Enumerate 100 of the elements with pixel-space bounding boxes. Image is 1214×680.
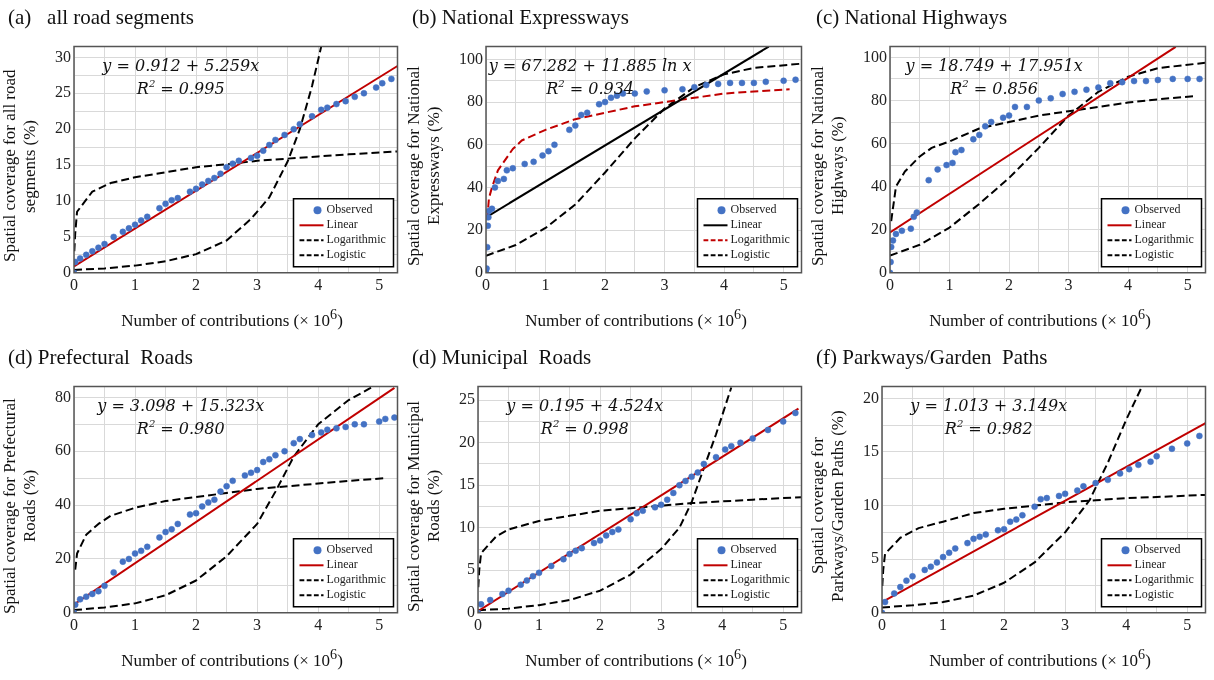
y-tick-label: 60 bbox=[55, 441, 71, 459]
y-tick-label: 20 bbox=[55, 119, 71, 137]
annotation: y = 0.912 + 5.259x bbox=[101, 55, 260, 75]
y-tick-label: 100 bbox=[459, 49, 483, 67]
x-tick-label: 3 bbox=[1061, 615, 1070, 633]
chart-title: (a) all road segments bbox=[7, 4, 196, 31]
chart-title: (b) National Expressways bbox=[411, 4, 630, 31]
y-tick-label: 10 bbox=[863, 495, 879, 513]
y-tick-label: 0 bbox=[475, 263, 483, 280]
y-tick-label: 80 bbox=[871, 90, 887, 108]
x-tick-label: 5 bbox=[375, 275, 384, 293]
y-axis-title: Spatial coverage for Prefectural Roads (%) bbox=[0, 397, 40, 616]
chart-title: (d) Prefectural Roads bbox=[7, 344, 194, 371]
legend-label: Logistic bbox=[326, 247, 366, 262]
x-tick-label: 2 bbox=[1005, 275, 1014, 293]
x-tick-label: 4 bbox=[1124, 275, 1133, 293]
y-tick-label: 5 bbox=[467, 560, 475, 578]
y-tick-label: 10 bbox=[459, 517, 475, 535]
x-tick-label: 5 bbox=[1183, 615, 1192, 633]
x-axis-title: Number of contributions (× 10$^{6}$) bbox=[120, 646, 344, 671]
legend-label: Linear bbox=[730, 217, 762, 232]
x-tick-label: 4 bbox=[314, 615, 323, 633]
x-axis-title: Number of contributions (× 10$^{6}$) bbox=[120, 306, 344, 331]
annotation: y = 1.013 + 3.149x bbox=[909, 395, 1068, 415]
y-tick-label: 5 bbox=[63, 227, 71, 245]
y-tick-label: 15 bbox=[55, 155, 71, 173]
x-axis-title: Number of contributions (× 10$^{6}$) bbox=[928, 646, 1152, 671]
legend-label: Observed bbox=[730, 202, 777, 217]
annotation: y = 18.749 + 17.951x bbox=[904, 55, 1083, 75]
y-tick-label: 15 bbox=[863, 442, 879, 460]
annotation: y = 0.195 + 4.524x bbox=[505, 395, 664, 415]
chart-title: (f) Parkways/Garden Paths bbox=[815, 344, 1049, 371]
y-tick-label: 30 bbox=[55, 47, 71, 65]
y-tick-label: 0 bbox=[871, 603, 879, 620]
y-tick-label: 60 bbox=[467, 134, 483, 152]
legend-label: Linear bbox=[326, 217, 358, 232]
y-tick-label: 5 bbox=[871, 549, 879, 567]
chart-title: (c) National Highways bbox=[815, 4, 1009, 31]
y-tick-label: 0 bbox=[467, 603, 475, 620]
chart-title: (d) Municipal Roads bbox=[411, 344, 593, 371]
y-tick-label: 10 bbox=[55, 191, 71, 209]
legend-label: Logarithmic bbox=[730, 232, 790, 247]
y-tick-label: 25 bbox=[55, 83, 71, 101]
y-tick-label: 80 bbox=[467, 92, 483, 110]
x-tick-label: 2 bbox=[596, 615, 605, 633]
y-axis-title: Spatial coverage for National Expressways (%) bbox=[404, 65, 444, 268]
legend-label: Logarithmic bbox=[326, 572, 386, 587]
y-tick-label: 40 bbox=[467, 177, 483, 195]
x-tick-label: 2 bbox=[192, 615, 201, 633]
legend-label: Logistic bbox=[326, 587, 366, 602]
x-tick-label: 3 bbox=[1064, 275, 1073, 293]
legend-label: Logistic bbox=[730, 587, 770, 602]
x-tick-label: 4 bbox=[720, 275, 729, 293]
legend-label: Linear bbox=[730, 557, 762, 572]
x-tick-label: 1 bbox=[131, 275, 140, 293]
legend-label: Observed bbox=[326, 542, 373, 557]
x-tick-label: 5 bbox=[779, 615, 788, 633]
y-tick-label: 0 bbox=[879, 263, 887, 280]
x-tick-label: 5 bbox=[375, 615, 384, 633]
legend-label: Logarithmic bbox=[326, 232, 386, 247]
x-tick-label: 1 bbox=[945, 275, 954, 293]
x-tick-label: 2 bbox=[192, 275, 201, 293]
x-tick-label: 3 bbox=[253, 275, 262, 293]
x-tick-label: 4 bbox=[314, 275, 323, 293]
legend-label: Logarithmic bbox=[1134, 572, 1194, 587]
legend-label: Observed bbox=[326, 202, 373, 217]
y-axis-title: Spatial coverage for all road segments (%) bbox=[0, 68, 40, 265]
x-tick-label: 4 bbox=[1122, 615, 1131, 633]
x-tick-label: 3 bbox=[660, 275, 669, 293]
y-tick-label: 20 bbox=[55, 549, 71, 567]
y-tick-label: 20 bbox=[467, 220, 483, 238]
legend-label: Observed bbox=[1134, 542, 1181, 557]
legend-label: Logarithmic bbox=[1134, 232, 1194, 247]
y-tick-label: 20 bbox=[863, 388, 879, 406]
x-axis-title: Number of contributions (× 10$^{6}$) bbox=[524, 646, 748, 671]
y-tick-label: 0 bbox=[63, 603, 71, 620]
legend-label: Observed bbox=[1134, 202, 1181, 217]
annotation: y = 67.282 + 11.885 ln x bbox=[487, 55, 692, 75]
y-tick-label: 15 bbox=[459, 475, 475, 493]
legend-label: Logistic bbox=[1134, 247, 1174, 262]
y-tick-label: 40 bbox=[871, 176, 887, 194]
x-tick-label: 1 bbox=[131, 615, 140, 633]
legend-label: Logistic bbox=[1134, 587, 1174, 602]
y-tick-label: 20 bbox=[459, 432, 475, 450]
legend-label: Logistic bbox=[730, 247, 770, 262]
legend-label: Linear bbox=[326, 557, 358, 572]
x-axis-title: Number of contributions (× 10$^{6}$) bbox=[928, 306, 1152, 331]
y-tick-label: 100 bbox=[863, 47, 887, 65]
x-tick-label: 2 bbox=[1000, 615, 1009, 633]
legend-label: Linear bbox=[1134, 217, 1166, 232]
x-tick-label: 4 bbox=[718, 615, 727, 633]
x-tick-label: 1 bbox=[541, 275, 550, 293]
x-tick-label: 5 bbox=[1183, 275, 1192, 293]
y-axis-title: Spatial coverage for Municipal Roads (%) bbox=[404, 399, 444, 614]
y-tick-label: 60 bbox=[871, 133, 887, 151]
y-axis-title: Spatial coverage for Parkways/Garden Paths (%) bbox=[808, 409, 848, 604]
y-tick-label: 0 bbox=[63, 263, 71, 280]
legend-label: Observed bbox=[730, 542, 777, 557]
y-tick-label: 25 bbox=[459, 390, 475, 408]
annotation: y = 3.098 + 15.323x bbox=[96, 395, 265, 415]
